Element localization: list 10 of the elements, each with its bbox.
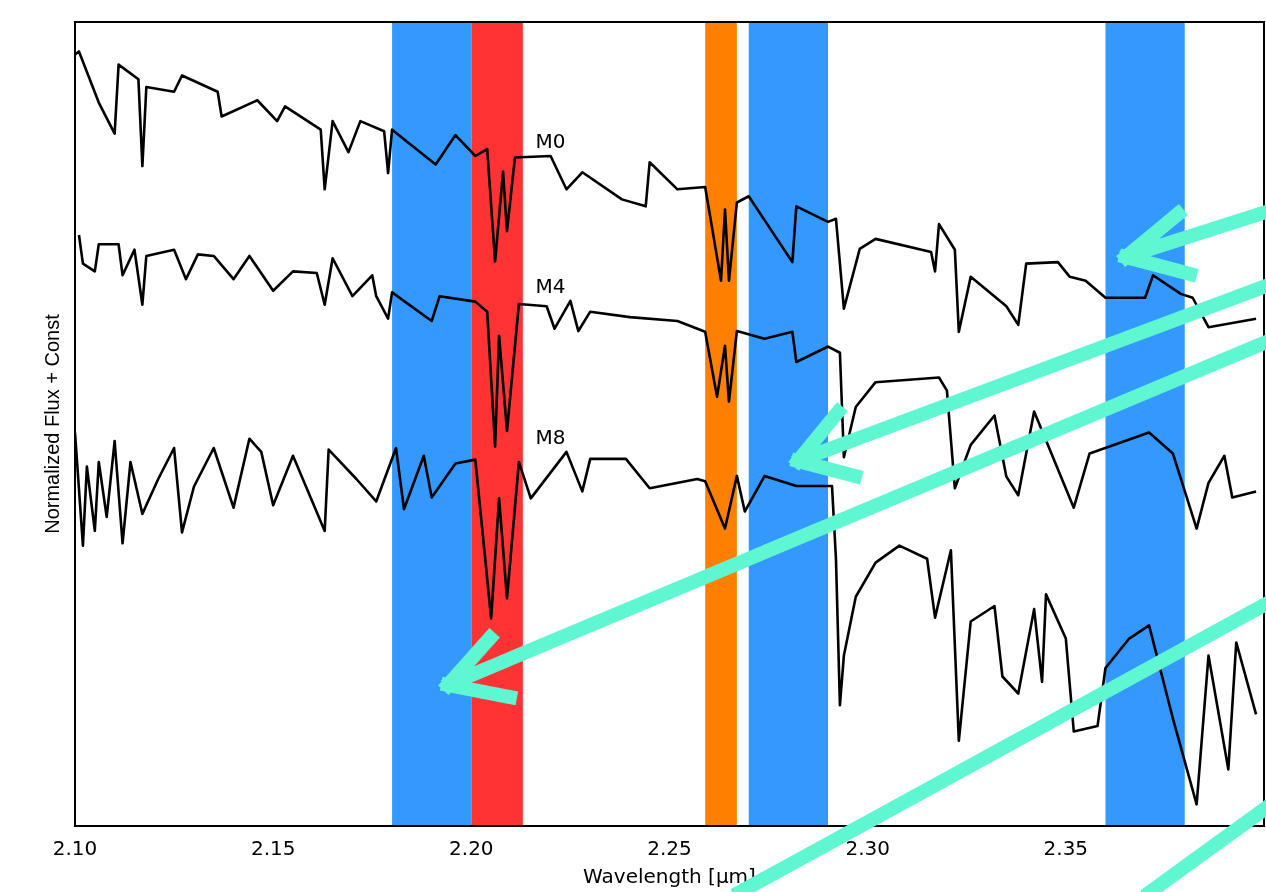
- series-label: M4: [535, 273, 566, 298]
- series-label: M0: [535, 129, 566, 153]
- series-label: M8: [535, 424, 566, 449]
- y-axis-title: Normalized Flux + Const: [40, 313, 63, 534]
- x-tick-label: 2.10: [52, 836, 98, 861]
- x-tick-label: 2.35: [1043, 836, 1089, 861]
- x-tick-label: 2.15: [250, 836, 296, 861]
- x-tick-label: 2.25: [647, 836, 692, 861]
- x-tick-label: 2.20: [449, 836, 494, 861]
- x-tick-label: 2.30: [845, 836, 890, 861]
